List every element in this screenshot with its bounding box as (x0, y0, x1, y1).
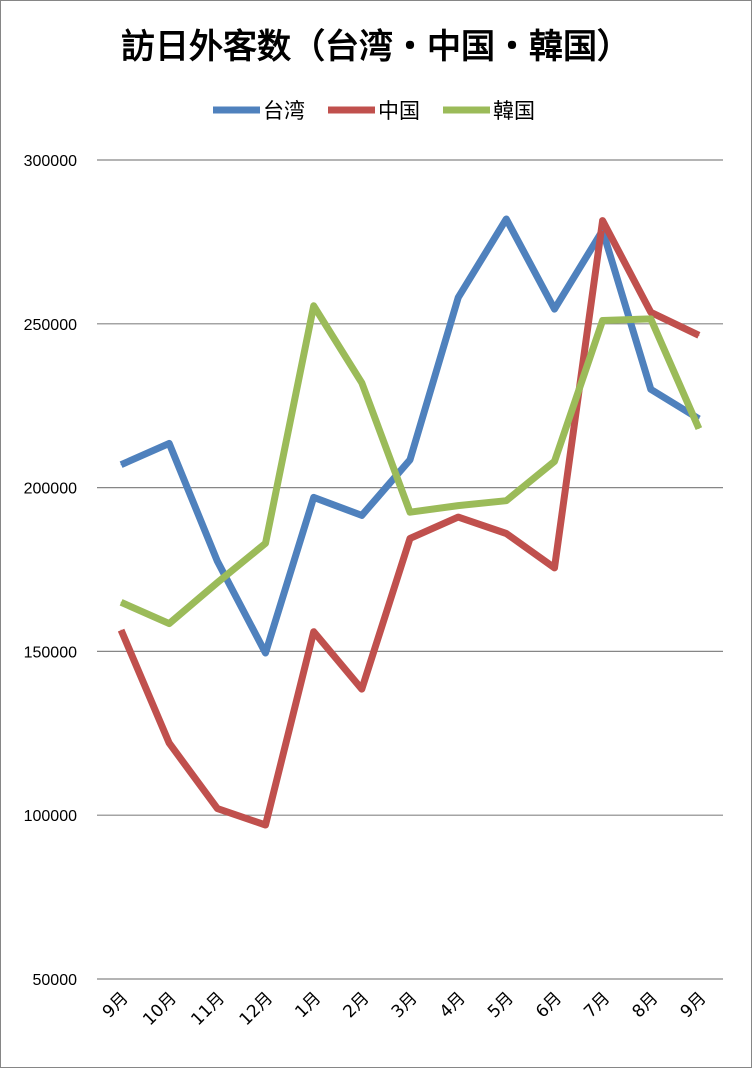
data-point (650, 318, 652, 320)
x-tick-label: 6月 (532, 988, 566, 1022)
chart-title: 訪日外客数（台湾・中国・韓国） (121, 27, 631, 67)
data-point (650, 311, 652, 313)
y-tick-label: 150000 (24, 644, 77, 661)
data-point (168, 742, 170, 744)
data-point (313, 496, 315, 498)
data-point (265, 542, 267, 544)
data-point (120, 629, 122, 631)
x-tick-label: 1月 (291, 988, 325, 1022)
data-point (698, 428, 700, 430)
data-point (505, 532, 507, 534)
legend-label: 韓国 (493, 99, 535, 123)
y-axis-ticks: 300000 250000 200000 150000 100000 50000 (24, 153, 77, 989)
data-point (553, 308, 555, 310)
data-point (602, 229, 604, 231)
data-point (505, 500, 507, 502)
data-point (698, 334, 700, 336)
y-tick-label: 300000 (24, 153, 77, 170)
data-point (120, 601, 122, 603)
x-tick-label: 5月 (484, 988, 518, 1022)
data-point (313, 305, 315, 307)
data-point (216, 582, 218, 584)
data-point (553, 460, 555, 462)
data-point (120, 464, 122, 466)
data-point (265, 824, 267, 826)
legend-label: 中国 (378, 99, 420, 123)
data-point (216, 560, 218, 562)
data-point (313, 631, 315, 633)
x-tick-label: 11月 (187, 988, 228, 1029)
data-point (361, 382, 363, 384)
y-tick-label: 200000 (24, 481, 77, 498)
data-point (168, 623, 170, 625)
x-tick-label: 7月 (580, 988, 614, 1022)
data-point (409, 459, 411, 461)
y-tick-label: 50000 (33, 972, 78, 989)
data-point (505, 218, 507, 220)
series-lines (117, 215, 703, 829)
x-tick-label: 3月 (388, 988, 422, 1022)
x-tick-label: 12月 (236, 988, 277, 1029)
data-point (457, 505, 459, 507)
data-point (168, 442, 170, 444)
data-point (457, 516, 459, 518)
data-point (361, 688, 363, 690)
x-tick-label: 2月 (340, 988, 374, 1022)
y-tick-label: 250000 (24, 317, 77, 334)
data-point (265, 652, 267, 654)
legend: 台湾 中国 韓国 (213, 99, 535, 123)
data-point (361, 514, 363, 516)
data-point (698, 418, 700, 420)
series-line-1 (117, 217, 701, 829)
legend-label: 台湾 (263, 99, 305, 123)
data-point (602, 320, 604, 322)
data-point (457, 297, 459, 299)
data-point (650, 388, 652, 390)
x-axis-ticks: 9月 10月 11月 12月 1月 2月 3月 4月 5月 6月 7月 8月 9月 (99, 988, 711, 1029)
data-point (409, 537, 411, 539)
data-point (409, 511, 411, 513)
data-point (553, 567, 555, 569)
x-tick-label: 8月 (628, 988, 662, 1022)
x-tick-label: 9月 (677, 988, 711, 1022)
x-tick-label: 4月 (436, 988, 470, 1022)
gridlines (97, 159, 723, 980)
data-point (602, 220, 604, 222)
y-tick-label: 100000 (24, 808, 77, 825)
data-point (216, 808, 218, 810)
x-tick-label: 9月 (99, 988, 133, 1022)
x-tick-label: 10月 (139, 988, 180, 1029)
